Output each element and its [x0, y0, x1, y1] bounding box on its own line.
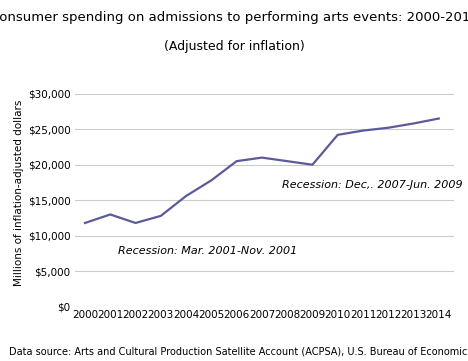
Text: Recession: Mar. 2001-Nov. 2001: Recession: Mar. 2001-Nov. 2001 [118, 246, 297, 256]
Text: Consumer spending on admissions to performing arts events: 2000-2014: Consumer spending on admissions to perfo… [0, 11, 468, 24]
Y-axis label: Millions of inflation-adjusted dollars: Millions of inflation-adjusted dollars [14, 100, 24, 286]
Text: Recession: Dec,. 2007-Jun. 2009: Recession: Dec,. 2007-Jun. 2009 [282, 179, 463, 190]
Text: Data source: Arts and Cultural Production Satellite Account (ACPSA), U.S. Bureau: Data source: Arts and Cultural Productio… [9, 347, 468, 357]
Text: (Adjusted for inflation): (Adjusted for inflation) [164, 40, 304, 53]
